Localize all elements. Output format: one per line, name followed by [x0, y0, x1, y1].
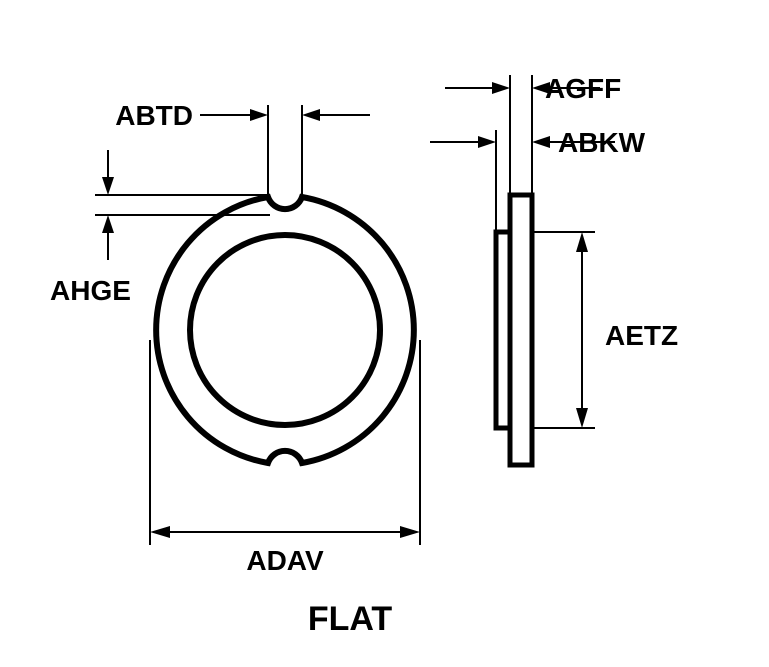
front-view-ring: [156, 197, 414, 463]
label-adav: ADAV: [246, 545, 324, 576]
label-agff: AGFF: [545, 73, 621, 104]
label-abkw: ABKW: [558, 127, 646, 158]
diagram-canvas: ABTD AGFF ABKW AHGE: [0, 0, 769, 667]
label-aetz: AETZ: [605, 320, 678, 351]
dim-abtd: ABTD: [115, 100, 370, 197]
label-ahge: AHGE: [50, 275, 131, 306]
diagram-title: FLAT: [308, 600, 393, 638]
dim-abkw: ABKW: [430, 127, 646, 232]
side-view: [496, 195, 532, 465]
dim-aetz: AETZ: [532, 232, 678, 428]
label-abtd: ABTD: [115, 100, 193, 131]
